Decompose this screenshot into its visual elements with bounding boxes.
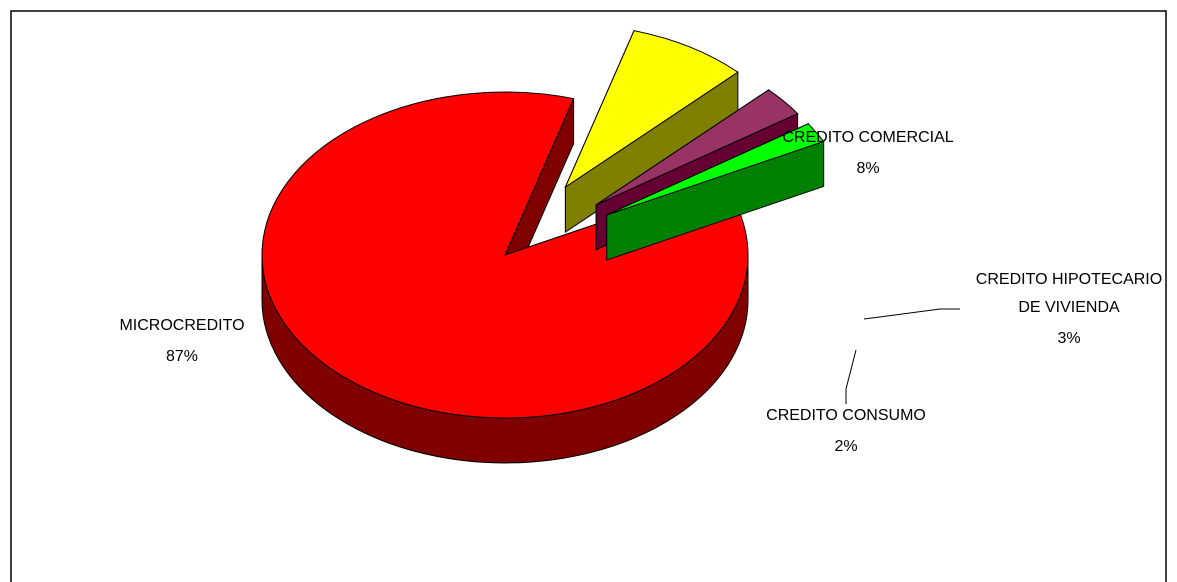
value-credito-hipotecario: 3% <box>1057 330 1080 347</box>
slice-credito-comercial <box>564 30 739 233</box>
value-credito-consumo: 2% <box>834 438 857 455</box>
label-credito-hipotecario-line2: DE VIVIENDA <box>1018 299 1120 316</box>
label-credito-comercial: CREDITO COMERCIAL <box>782 129 953 146</box>
slice-top-microcredito <box>261 91 749 419</box>
label-credito-consumo: CREDITO CONSUMO <box>766 407 926 424</box>
slice-top-credito-consumo <box>606 123 825 216</box>
slice-credito-consumo <box>606 123 825 261</box>
value-credito-comercial: 8% <box>856 160 879 177</box>
value-microcredito: 87% <box>166 348 198 365</box>
slice-top-credito-hipotecario <box>595 89 799 206</box>
slice-top-credito-comercial <box>564 30 739 189</box>
label-credito-hipotecario-line1: CREDITO HIPOTECARIO <box>976 271 1162 288</box>
pie-layer <box>261 30 825 464</box>
label-microcredito: MICROCREDITO <box>119 317 244 334</box>
leader-line-credito-consumo <box>845 349 857 404</box>
leader-line-credito-hipotecario <box>863 308 960 320</box>
